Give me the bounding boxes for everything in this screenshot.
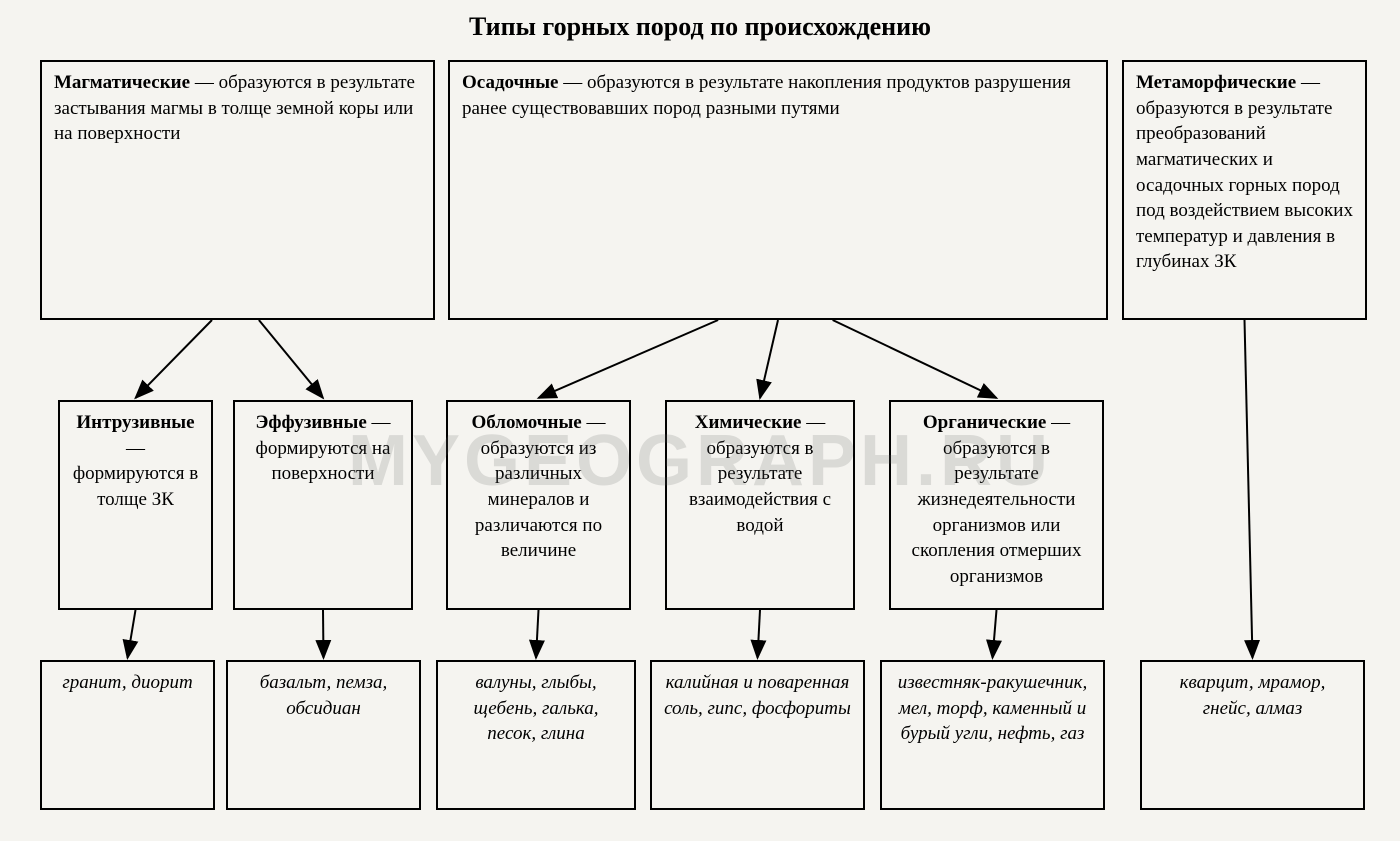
node-magmatic: Магматические — образуются в результате … xyxy=(40,60,435,320)
node-intrusive-examples: гранит, диорит xyxy=(40,660,215,810)
node-organic: Органические — образуются в результате ж… xyxy=(889,400,1104,610)
node-chemical-examples: калийная и поваренная соль, гипс, фосфор… xyxy=(650,660,865,810)
diagram-title: Типы горных пород по происхождению xyxy=(0,12,1400,42)
node-sedimentary: Осадочные — образуются в результате нако… xyxy=(448,60,1108,320)
node-metamorphic-bold: Метаморфические xyxy=(1136,72,1296,93)
node-organic-bold: Органические xyxy=(923,412,1047,433)
node-clastic-bold: Обломочные xyxy=(472,412,582,433)
node-organic-text: — образуются в результате жизнедеятельно… xyxy=(912,412,1082,587)
node-intrusive-text: — формируются в толще ЗК xyxy=(73,438,198,510)
node-metamorphic-text: — образуются в результате преобразований… xyxy=(1136,72,1353,272)
node-effusive-bold: Эффузивные xyxy=(255,412,366,433)
node-intrusive-bold: Интрузивные xyxy=(76,412,194,433)
node-clastic-examples: валуны, глыбы, щебень, галька, песок, гл… xyxy=(436,660,636,810)
node-effusive-examples: базальт, пемза, обсидиан xyxy=(226,660,421,810)
node-clastic-text: — образуются из различных минералов и ра… xyxy=(475,412,606,561)
node-organic-examples: известняк-ракушечник, мел, торф, каменны… xyxy=(880,660,1105,810)
node-metamorphic-examples: кварцит, мрамор, гнейс, алмаз xyxy=(1140,660,1365,810)
node-effusive: Эффузивные — формируются на поверхности xyxy=(233,400,413,610)
node-magmatic-bold: Магматические xyxy=(54,72,190,93)
node-sedimentary-bold: Осадочные xyxy=(462,72,559,93)
node-chemical-bold: Химические xyxy=(695,412,802,433)
diagram-container: Типы горных пород по происхождению Магма… xyxy=(0,0,1400,841)
node-intrusive: Интрузивные — формируются в толще ЗК xyxy=(58,400,213,610)
node-clastic: Обломочные — образуются из различных мин… xyxy=(446,400,631,610)
node-chemical: Химические — образуются в результате вза… xyxy=(665,400,855,610)
node-metamorphic: Метаморфические — образуются в результат… xyxy=(1122,60,1367,320)
